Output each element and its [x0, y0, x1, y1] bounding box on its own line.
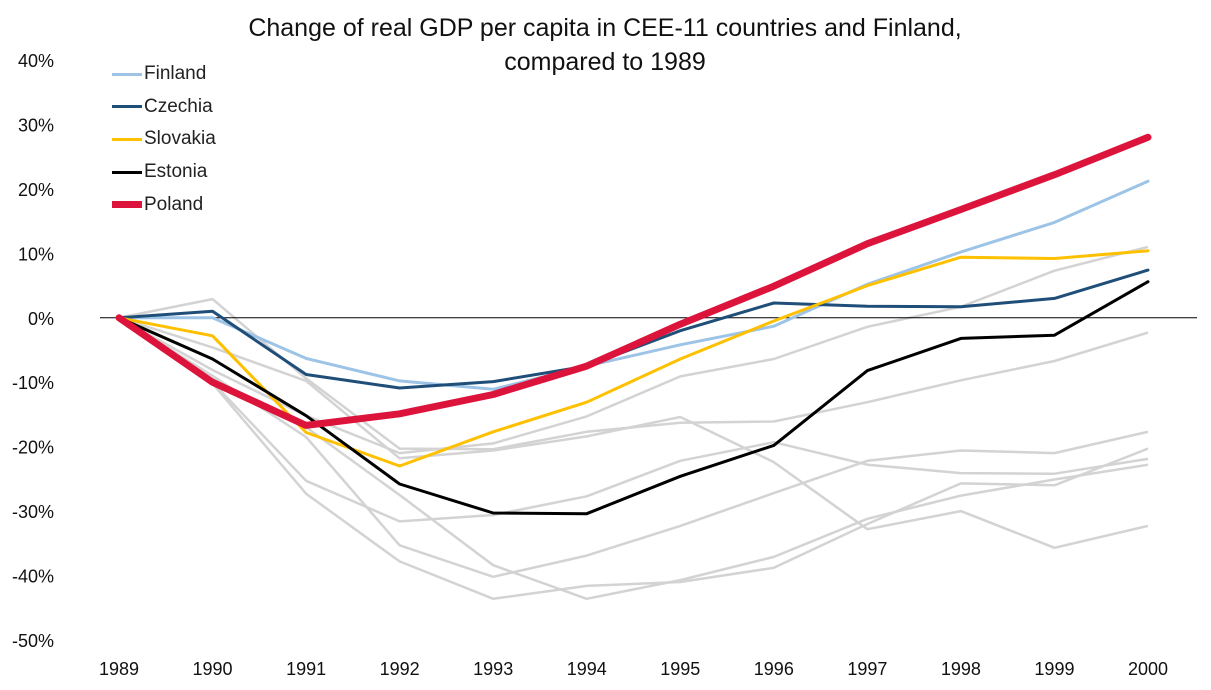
- legend-swatch: [112, 72, 142, 76]
- y-tick-label: 30%: [18, 115, 54, 135]
- y-tick-label: -20%: [12, 438, 54, 458]
- series-line-finland: [117, 179, 1150, 391]
- x-tick-label: 1996: [754, 659, 794, 679]
- x-tick-label: 1989: [99, 659, 139, 679]
- y-tick-label: 0%: [28, 309, 54, 329]
- legend-label: Czechia: [144, 95, 213, 117]
- legend-item-finland: Finland: [112, 58, 216, 91]
- legend-item-poland: Poland: [112, 188, 216, 221]
- background-series-line-4: [118, 316, 1149, 579]
- x-tick-label: 1990: [193, 659, 233, 679]
- y-tick-label: -50%: [12, 631, 54, 651]
- x-tick-label: 2000: [1128, 659, 1168, 679]
- x-tick-label: 1995: [660, 659, 700, 679]
- background-series-line-6: [118, 316, 1149, 601]
- legend-item-estonia: Estonia: [112, 156, 216, 189]
- background-series-group: [118, 245, 1149, 601]
- legend-swatch: [112, 170, 142, 174]
- background-series-line-3: [118, 245, 1149, 455]
- background-series-line-5: [118, 316, 1149, 523]
- legend-swatch: [112, 105, 142, 109]
- y-tick-label: 20%: [18, 180, 54, 200]
- chart-title: Change of real GDP per capita in CEE-11 …: [248, 14, 962, 42]
- legend-item-slovakia: Slovakia: [112, 123, 216, 156]
- x-tick-label: 1994: [567, 659, 607, 679]
- x-tick-label: 1991: [286, 659, 326, 679]
- background-series-line-7: [118, 316, 1149, 601]
- legend-swatch: [112, 137, 142, 141]
- x-tick-label: 1997: [847, 659, 887, 679]
- legend-item-czechia: Czechia: [112, 91, 216, 124]
- x-tick-label: 1992: [380, 659, 420, 679]
- legend-label: Estonia: [144, 161, 208, 183]
- series-line-slovakia: [117, 249, 1150, 468]
- y-tick-label: -30%: [12, 502, 54, 522]
- chart-subtitle: compared to 1989: [504, 48, 706, 76]
- legend-label: Finland: [144, 63, 207, 85]
- x-tick-label: 1998: [941, 659, 981, 679]
- legend-swatch: [112, 201, 142, 209]
- legend-label: Slovakia: [144, 128, 216, 150]
- y-axis-tick-labels: 40% 30% 20% 10% 0% -10% -20% -30% -40% -50%: [12, 51, 54, 651]
- x-tick-label: 1993: [473, 659, 513, 679]
- legend-label: Poland: [144, 193, 204, 215]
- x-tick-label: 1999: [1034, 659, 1074, 679]
- highlighted-series-group: [115, 133, 1152, 516]
- y-tick-label: 10%: [18, 244, 54, 264]
- legend: Finland Czechia Slovakia Estonia Poland: [112, 58, 216, 221]
- y-tick-label: -10%: [12, 373, 54, 393]
- y-tick-label: -40%: [12, 567, 54, 587]
- series-line-estonia: [117, 280, 1150, 516]
- y-tick-label: 40%: [18, 51, 54, 71]
- x-axis-tick-labels: 1989 1990 1991 1992 1993 1994 1995 1996 1997 1998…: [99, 659, 1168, 679]
- series-line-poland: [115, 133, 1152, 429]
- background-series-line-2: [118, 316, 1149, 550]
